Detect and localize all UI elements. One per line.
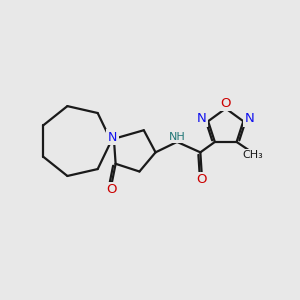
Text: N: N [245, 112, 255, 125]
Text: CH₃: CH₃ [242, 150, 263, 161]
Text: N: N [197, 112, 206, 125]
Text: O: O [196, 173, 207, 186]
Text: NH: NH [169, 131, 186, 142]
Text: O: O [220, 97, 231, 110]
Text: O: O [106, 183, 116, 196]
Text: N: N [108, 131, 117, 144]
